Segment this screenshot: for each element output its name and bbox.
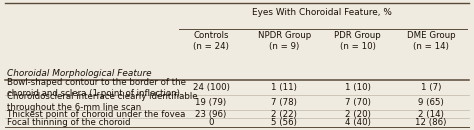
Text: 1 (7): 1 (7) [421, 83, 441, 92]
Text: Controls
(n = 24): Controls (n = 24) [193, 31, 229, 51]
Text: 9 (65): 9 (65) [418, 98, 444, 107]
Text: NPDR Group
(n = 9): NPDR Group (n = 9) [258, 31, 311, 51]
Text: 23 (96): 23 (96) [195, 110, 227, 119]
Text: 19 (79): 19 (79) [195, 98, 227, 107]
Text: 5 (56): 5 (56) [272, 118, 297, 127]
Text: DME Group
(n = 14): DME Group (n = 14) [407, 31, 456, 51]
Text: 1 (11): 1 (11) [272, 83, 297, 92]
Text: 1 (10): 1 (10) [345, 83, 371, 92]
Text: Choroidoscleral interface clearly identifiable
throughout the 6-mm line scan: Choroidoscleral interface clearly identi… [7, 92, 198, 112]
Text: Choroidal Morphological Feature: Choroidal Morphological Feature [7, 69, 152, 78]
Text: 2 (22): 2 (22) [272, 110, 297, 119]
Text: Focal thinning of the choroid: Focal thinning of the choroid [7, 118, 130, 127]
Text: 4 (40): 4 (40) [345, 118, 371, 127]
Text: Bowl-shaped contour to the border of the
choroid and sclera (1 point of inflecti: Bowl-shaped contour to the border of the… [7, 78, 186, 98]
Text: 7 (78): 7 (78) [272, 98, 297, 107]
Text: 24 (100): 24 (100) [192, 83, 229, 92]
Text: Eyes With Choroidal Feature, %: Eyes With Choroidal Feature, % [252, 8, 392, 17]
Text: PDR Group
(n = 10): PDR Group (n = 10) [334, 31, 381, 51]
Text: 2 (14): 2 (14) [418, 110, 444, 119]
Text: 12 (86): 12 (86) [416, 118, 447, 127]
Text: Thickest point of choroid under the fovea: Thickest point of choroid under the fove… [7, 110, 185, 119]
Text: 2 (20): 2 (20) [345, 110, 371, 119]
Text: 0: 0 [208, 118, 214, 127]
Text: 7 (70): 7 (70) [345, 98, 371, 107]
